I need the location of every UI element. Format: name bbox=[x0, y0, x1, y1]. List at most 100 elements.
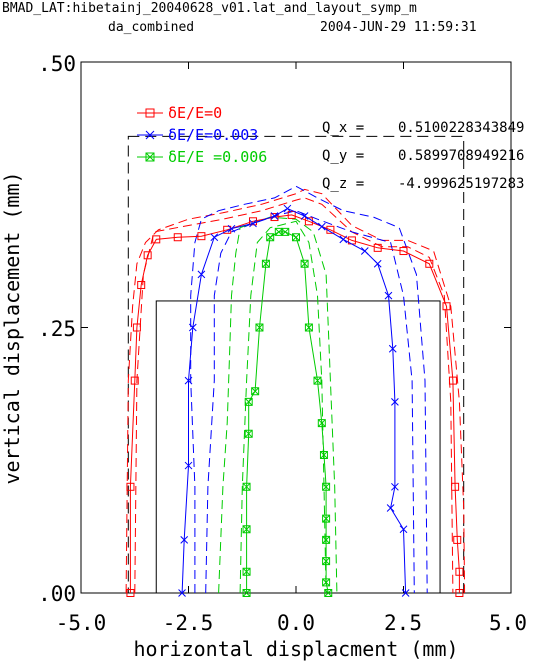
series-2-point-14 bbox=[304, 323, 313, 332]
dashed-boundary-3 bbox=[205, 210, 415, 594]
series-2-point-9 bbox=[266, 233, 275, 242]
series-1-point-16 bbox=[384, 291, 393, 300]
series-2-point-1 bbox=[242, 567, 251, 576]
series-0-point-2 bbox=[130, 376, 139, 385]
qy-label: Q_y = bbox=[322, 148, 364, 164]
series-0-point-22 bbox=[453, 535, 462, 544]
series-0-point-4 bbox=[137, 281, 146, 290]
series-2-point-3 bbox=[242, 482, 251, 491]
header-subtitle: da_combined bbox=[108, 20, 194, 35]
series-2-point-6 bbox=[251, 387, 260, 396]
qx-value: 0.5100228343849 bbox=[398, 120, 524, 136]
series-2-point-23 bbox=[324, 589, 333, 597]
series-2-point-21 bbox=[322, 557, 331, 566]
header-date: 2004-JUN-29 11:59:31 bbox=[320, 20, 477, 35]
series-line-0 bbox=[129, 214, 460, 593]
y-tick-label-0: .00 bbox=[38, 582, 76, 606]
series-0-point-0 bbox=[126, 589, 135, 597]
series-1-point-5 bbox=[197, 270, 206, 279]
series-2-point-13 bbox=[300, 259, 309, 268]
series-2-point-0 bbox=[242, 589, 251, 597]
series-1-point-19 bbox=[391, 482, 399, 491]
qy-value: 0.5899708949216 bbox=[398, 148, 524, 164]
series-line-1 bbox=[181, 208, 407, 594]
series-2-point-19 bbox=[322, 514, 331, 523]
series-0-point-12 bbox=[287, 210, 296, 219]
series-2-point-2 bbox=[242, 525, 251, 534]
series-1-point-1 bbox=[180, 536, 189, 544]
y-tick-label-2: .50 bbox=[38, 52, 76, 76]
series-0-point-21 bbox=[451, 482, 460, 491]
series-1-point-22 bbox=[401, 589, 410, 597]
dashed-boundary-5 bbox=[239, 220, 327, 594]
series-0-point-19 bbox=[442, 302, 451, 311]
series-0-point-17 bbox=[399, 247, 408, 256]
series-1-point-8 bbox=[249, 219, 257, 228]
series-0-point-1 bbox=[126, 482, 135, 491]
series-1-point-10 bbox=[283, 204, 292, 213]
y-tick-label-1: .25 bbox=[38, 317, 76, 341]
dashed-boundary-0 bbox=[125, 188, 466, 594]
series-1-point-6 bbox=[210, 233, 219, 242]
series-1-point-14 bbox=[360, 247, 369, 255]
series-1-point-0 bbox=[178, 589, 186, 597]
qz-label: Q_z = bbox=[322, 176, 364, 192]
series-0-point-20 bbox=[448, 376, 457, 385]
series-1-point-3 bbox=[184, 376, 193, 385]
series-1-point-2 bbox=[184, 461, 193, 470]
legend-entry-2: δE/E =0.006 bbox=[137, 148, 267, 166]
series-2-point-4 bbox=[244, 429, 253, 438]
legend-entry-0: δE/E=0 bbox=[137, 104, 222, 122]
tune-annotations: Q_x = 0.5100228343849 Q_y = 0.5899708949… bbox=[322, 120, 524, 192]
series-2-point-5 bbox=[244, 397, 253, 406]
y-axis-label: vertical displacement (mm) bbox=[0, 171, 24, 484]
series-0-point-7 bbox=[173, 233, 182, 242]
series-1-point-12 bbox=[317, 222, 326, 231]
series-2-point-22 bbox=[322, 578, 331, 587]
legend-entry-1: δE/E=0.003 bbox=[137, 126, 258, 144]
dashed-boundaries bbox=[125, 185, 466, 594]
series-2-point-17 bbox=[319, 450, 328, 459]
series-1-point-17 bbox=[388, 344, 397, 353]
header-line1: BMAD_LAT:hibetainj_20040628_v01.lat_and_… bbox=[2, 1, 417, 16]
dashed-boundary-4 bbox=[218, 216, 338, 594]
series-2-point-11 bbox=[281, 227, 290, 236]
series-1-point-13 bbox=[339, 235, 348, 244]
series-2-point-15 bbox=[313, 376, 322, 385]
series-0-point-23 bbox=[455, 567, 464, 576]
series-2-point-8 bbox=[261, 259, 270, 268]
series-1-point-11 bbox=[300, 212, 309, 220]
series-0-point-16 bbox=[373, 243, 382, 252]
series-1-point-21 bbox=[399, 525, 408, 534]
series-2-point-18 bbox=[322, 482, 331, 491]
series-0-point-6 bbox=[152, 235, 161, 244]
qx-label: Q_x = bbox=[322, 120, 364, 136]
legend: δE/E=0 δE/E=0.003 δE/E =0.006 bbox=[137, 104, 267, 166]
x-tick-label-4: 5.0 bbox=[489, 611, 527, 635]
legend-label-2: δE/E =0.006 bbox=[168, 148, 267, 166]
x-axis-label: horizontal displacment (mm) bbox=[133, 637, 458, 661]
aperture-boxes bbox=[127, 135, 465, 594]
series-1-point-20 bbox=[386, 504, 395, 512]
series-1-point-9 bbox=[270, 212, 279, 220]
series-0-point-8 bbox=[197, 232, 206, 241]
series-1-point-18 bbox=[391, 397, 399, 406]
aperture-box-solid bbox=[155, 300, 441, 594]
series-2-point-16 bbox=[317, 419, 326, 428]
dashed-boundary-1 bbox=[134, 197, 454, 594]
series-0-point-5 bbox=[143, 251, 152, 260]
x-tick-label-2: 0.0 bbox=[277, 611, 315, 635]
series-0-point-18 bbox=[425, 259, 434, 268]
series-1-point-15 bbox=[373, 259, 382, 268]
series-2-point-20 bbox=[322, 535, 331, 544]
series-2-point-7 bbox=[255, 323, 264, 332]
axis-ticks bbox=[80, 61, 512, 594]
series-0-point-10 bbox=[249, 217, 257, 226]
dashed-boundary-2 bbox=[190, 185, 428, 594]
series-layer bbox=[126, 204, 464, 597]
qz-value: -4.999625197283 bbox=[398, 176, 524, 192]
series-1-point-4 bbox=[188, 323, 197, 332]
x-tick-label-1: -2.5 bbox=[163, 611, 214, 635]
x-tick-label-0: -5.0 bbox=[56, 611, 107, 635]
